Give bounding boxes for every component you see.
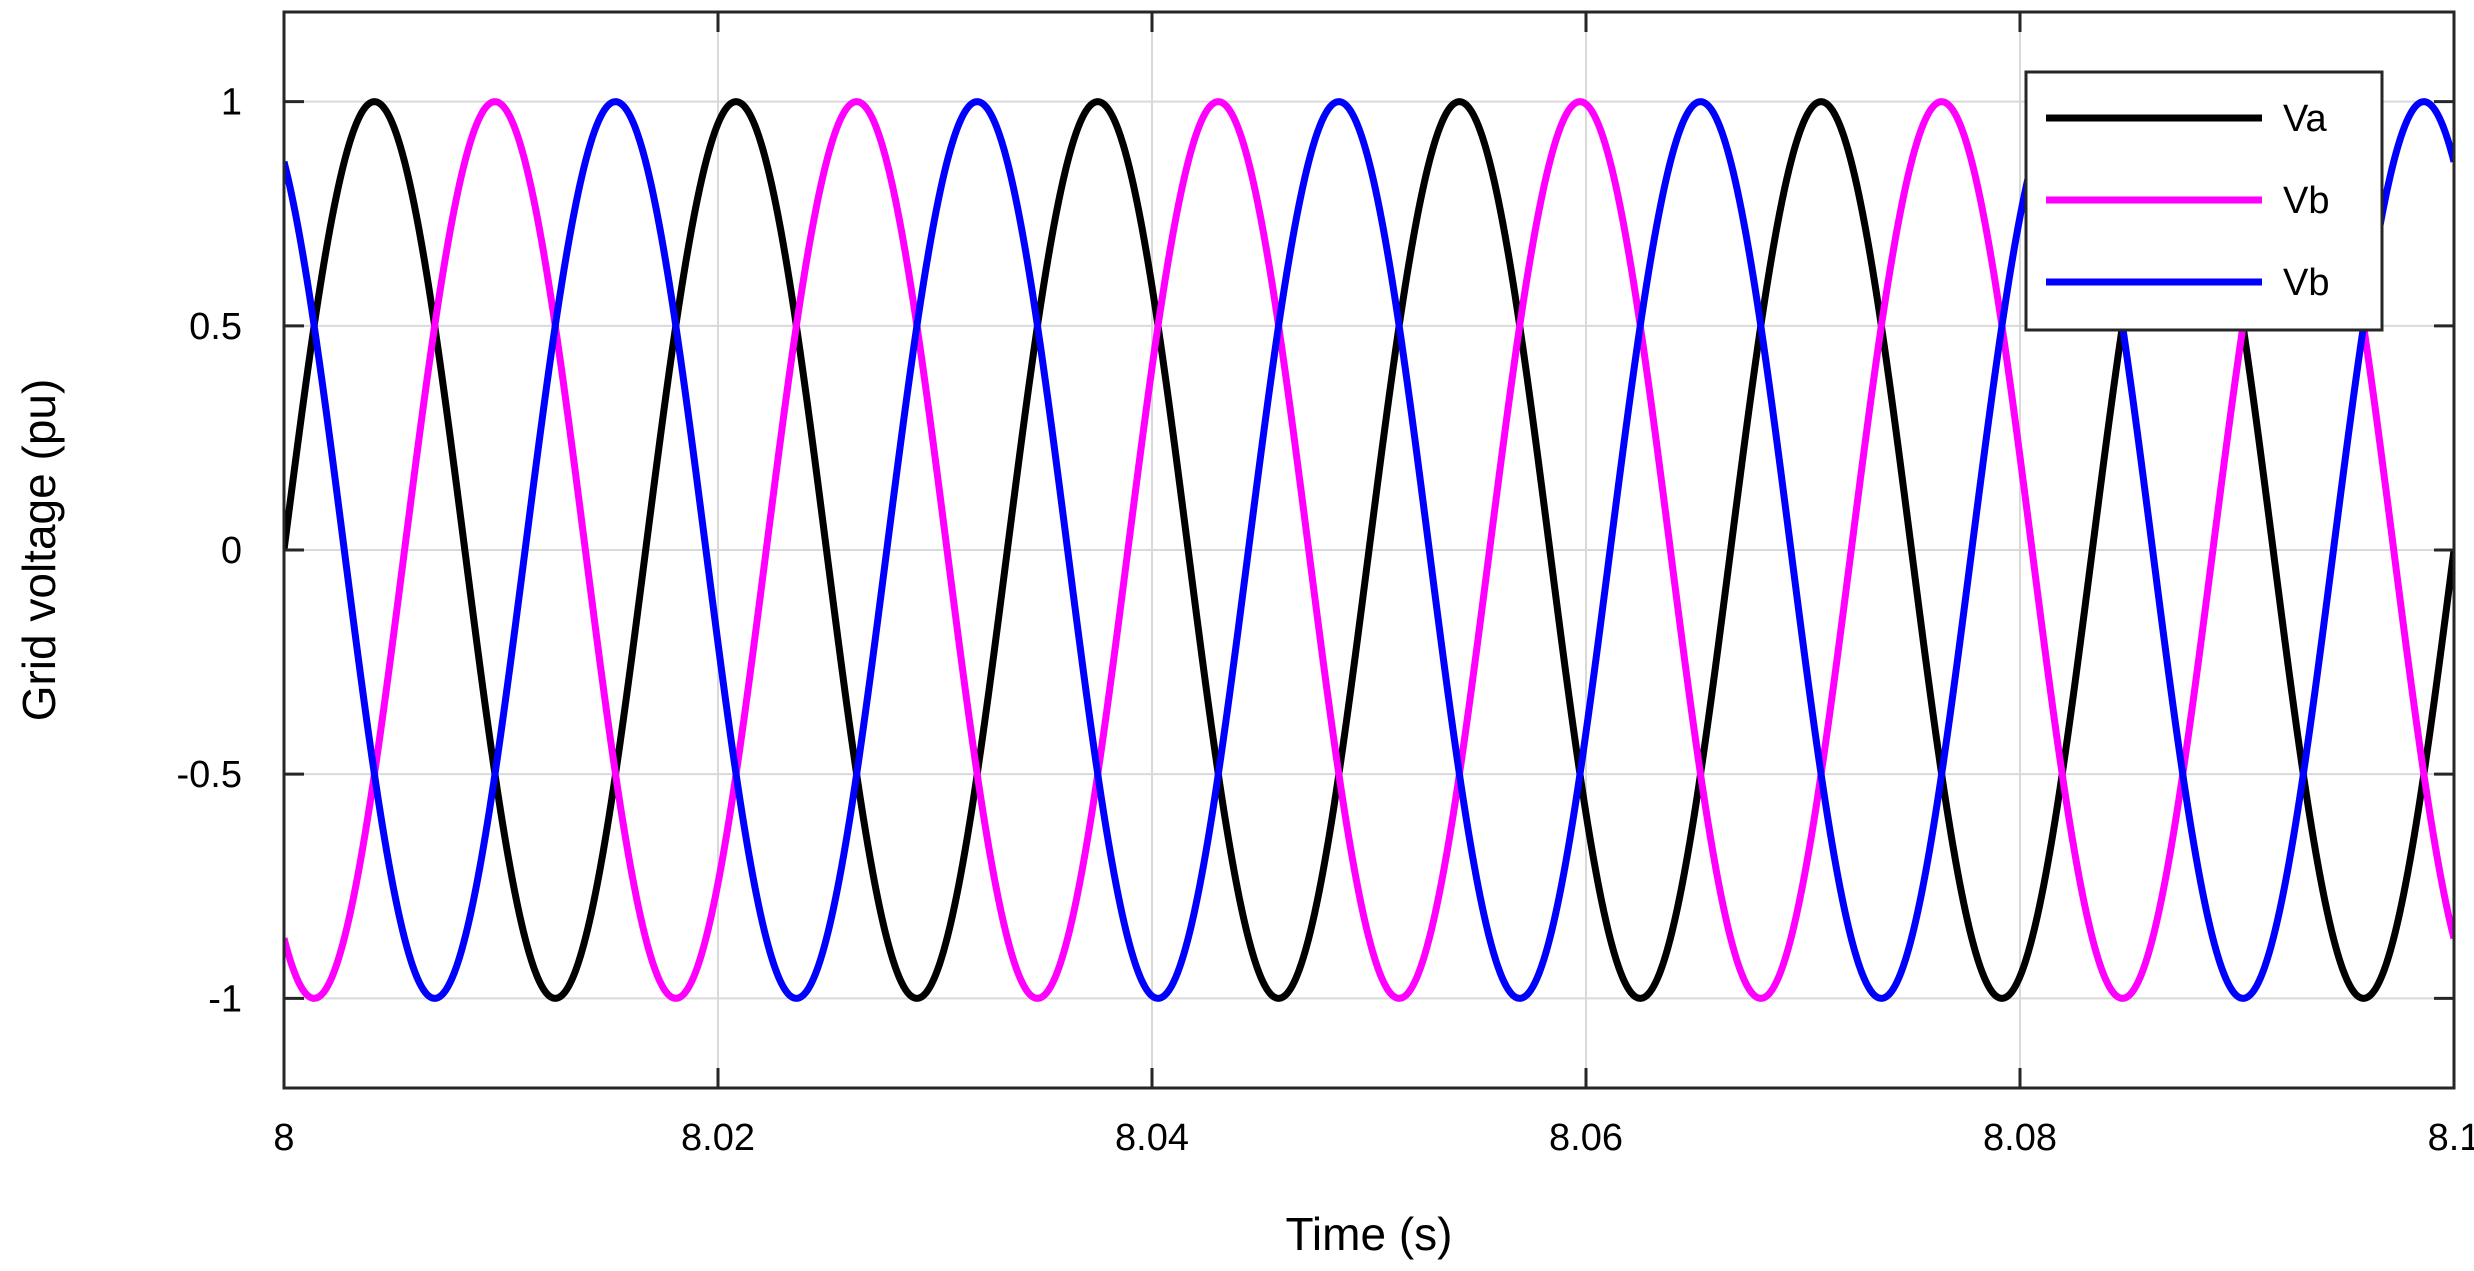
legend-label-3: Vb	[2283, 262, 2329, 304]
series-line-2	[284, 98, 2454, 1002]
y-tick-labels: -1 -0.5 0 0.5 1	[177, 82, 242, 1021]
legend-label-2: Vb	[2283, 180, 2329, 222]
legend: Va Vb Vb	[2024, 70, 2384, 332]
x-tick-label: 8.1	[2428, 1117, 2474, 1159]
series-line-1	[284, 98, 2454, 1002]
y-tick-label: -0.5	[177, 754, 242, 796]
ticks	[282, 12, 2456, 1088]
y-tick-label: 0	[221, 530, 242, 572]
x-tick-label: 8	[273, 1117, 294, 1159]
legend-label-1: Va	[2283, 98, 2328, 140]
y-axis-label: Grid voltage (pu)	[13, 379, 65, 722]
x-axis-label: Time (s)	[1286, 1208, 1453, 1260]
y-tick-label: 0.5	[189, 306, 242, 348]
y-tick-label: -1	[208, 978, 242, 1020]
x-tick-label: 8.04	[1115, 1117, 1189, 1159]
x-tick-label: 8.06	[1549, 1117, 1623, 1159]
x-tick-labels: 8 8.02 8.04 8.06 8.08 8.1	[273, 1117, 2474, 1159]
x-tick-label: 8.02	[681, 1117, 755, 1159]
x-tick-label: 8.08	[1983, 1117, 2057, 1159]
y-tick-label: 1	[221, 82, 242, 124]
